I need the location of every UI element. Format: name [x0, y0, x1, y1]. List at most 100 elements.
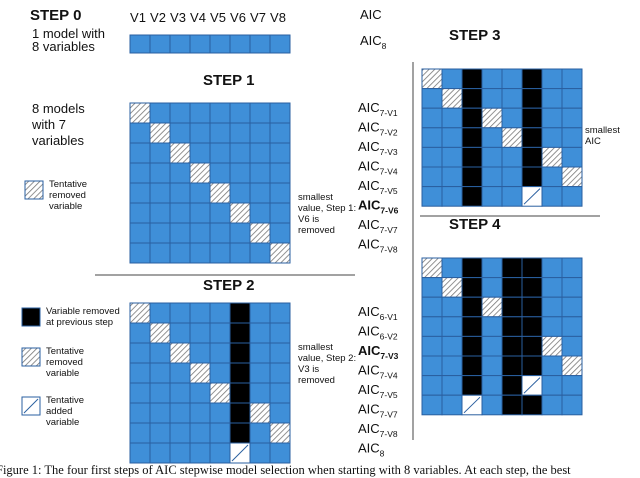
cell — [249, 442, 271, 464]
cell — [169, 442, 191, 464]
cell — [21, 307, 41, 327]
cell — [229, 34, 251, 54]
aic-label: AIC7-V7 — [358, 402, 398, 420]
cell — [481, 394, 503, 416]
aic-main: AIC — [360, 33, 382, 48]
cell — [249, 222, 271, 244]
cell — [561, 277, 583, 298]
cell — [129, 242, 151, 264]
cell — [24, 180, 44, 200]
cell — [501, 68, 523, 90]
cell — [249, 302, 271, 324]
cell — [441, 88, 463, 109]
cell — [269, 202, 291, 224]
cell — [521, 146, 543, 168]
cell — [441, 316, 463, 337]
legend-label: variable — [49, 201, 82, 212]
aic-label: AIC7-V1 — [358, 100, 398, 118]
cell — [461, 166, 483, 188]
cell — [229, 142, 251, 164]
cell — [249, 242, 271, 264]
aic-sub: 7-V8 — [380, 429, 398, 439]
legend-label: removed — [49, 190, 86, 201]
cell — [541, 127, 563, 148]
aic-main: AIC — [358, 324, 380, 339]
cell — [169, 402, 191, 424]
legend-label: variable — [46, 417, 79, 428]
column-label: V7 — [250, 10, 266, 25]
cell — [169, 362, 191, 384]
legend-label: Tentative — [46, 346, 84, 357]
cell — [269, 362, 291, 384]
cell — [209, 402, 231, 424]
cell — [149, 34, 171, 54]
cell — [189, 342, 211, 364]
step-description: 8 models — [32, 101, 85, 116]
cell — [541, 277, 563, 298]
cell — [421, 166, 443, 188]
cell — [129, 322, 151, 344]
cell — [209, 422, 231, 444]
cell — [169, 142, 191, 164]
cell — [481, 186, 503, 207]
cell — [481, 107, 503, 129]
cell — [501, 296, 523, 318]
aic-label: AIC7-V6 — [358, 198, 399, 216]
aic-sub: 7-V8 — [380, 245, 398, 255]
cell — [149, 202, 171, 224]
cell — [149, 142, 171, 164]
cell — [229, 122, 251, 144]
cell-slash — [23, 398, 39, 414]
step-note: removed — [298, 225, 335, 236]
aic-sub: 7-V5 — [380, 390, 398, 400]
cell — [209, 362, 231, 384]
cell — [189, 122, 211, 144]
cell — [421, 186, 443, 207]
cell — [129, 442, 151, 464]
cell — [129, 182, 151, 204]
cell — [521, 88, 543, 109]
aic-main: AIC — [358, 304, 380, 319]
cell — [209, 382, 231, 404]
cell — [501, 127, 523, 148]
cell — [269, 442, 291, 464]
cell — [189, 162, 211, 184]
cell — [441, 335, 463, 357]
cell — [441, 127, 463, 148]
cell — [441, 146, 463, 168]
cell — [561, 166, 583, 188]
cell — [561, 335, 583, 357]
cell — [541, 296, 563, 318]
cell — [501, 375, 523, 396]
cell — [189, 382, 211, 404]
cell — [441, 68, 463, 90]
cell — [541, 335, 563, 357]
cell — [229, 222, 251, 244]
cell — [269, 242, 291, 264]
step-note: V3 is — [298, 364, 319, 375]
cell — [129, 162, 151, 184]
cell — [441, 355, 463, 377]
cell — [149, 182, 171, 204]
column-label: V5 — [210, 10, 226, 25]
cell — [461, 146, 483, 168]
aic-sub: 7-V4 — [380, 371, 398, 381]
cell — [421, 127, 443, 148]
column-label: V8 — [270, 10, 286, 25]
aic-label: AIC7-V5 — [358, 382, 398, 400]
step-title: STEP 0 — [30, 7, 81, 24]
aic-label: AIC7-V7 — [358, 217, 398, 235]
cell — [269, 102, 291, 124]
cell — [501, 166, 523, 188]
cell — [541, 355, 563, 377]
cell — [189, 422, 211, 444]
cell — [209, 342, 231, 364]
cell — [249, 362, 271, 384]
cell — [561, 355, 583, 377]
aic-label: AIC7-V3 — [358, 343, 399, 361]
aic-label: AIC7-V3 — [358, 139, 398, 157]
cell — [169, 122, 191, 144]
cell — [209, 122, 231, 144]
cell — [169, 322, 191, 344]
cell — [501, 335, 523, 357]
